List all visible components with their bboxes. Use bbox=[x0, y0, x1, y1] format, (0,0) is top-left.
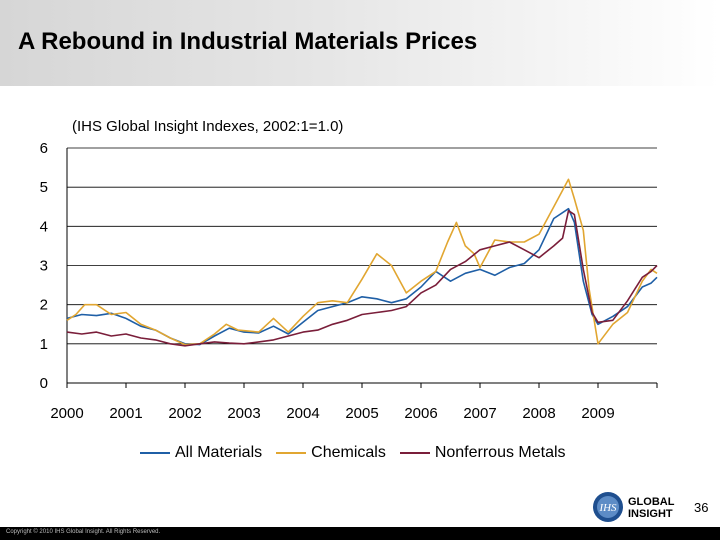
legend-swatch-chemicals bbox=[276, 452, 307, 454]
page-number: 36 bbox=[694, 500, 709, 515]
legend-swatch-nonferrous-metals bbox=[399, 452, 430, 454]
logo-badge-text: IHS bbox=[598, 502, 617, 514]
slide-title: A Rebound in Industrial Materials Prices bbox=[18, 28, 478, 55]
y-tick-label-5: 5 bbox=[40, 179, 48, 196]
y-tick-label-6: 6 bbox=[40, 140, 48, 157]
x-tick-label-2000: 2000 bbox=[50, 405, 83, 422]
legend-item-chemicals: Chemicals bbox=[276, 444, 386, 462]
x-tick-label-2009: 2009 bbox=[581, 405, 614, 422]
chart-subtitle: (IHS Global Insight Indexes, 2002:1=1.0) bbox=[72, 118, 344, 135]
x-tick-label-2004: 2004 bbox=[286, 405, 319, 422]
x-tick-label-2007: 2007 bbox=[463, 405, 496, 422]
legend-item-all-materials: All Materials bbox=[140, 444, 262, 462]
x-tick-label-2002: 2002 bbox=[168, 405, 201, 422]
legend-label-chemicals: Chemicals bbox=[311, 444, 386, 461]
x-tick-label-2006: 2006 bbox=[404, 405, 437, 422]
series-line-nonferrous-metals bbox=[66, 209, 658, 347]
y-tick-label-0: 0 bbox=[40, 375, 48, 392]
copyright-text: Copyright © 2010 IHS Global Insight. All… bbox=[6, 529, 161, 535]
x-tick-label-2005: 2005 bbox=[345, 405, 378, 422]
logo-text-insight: INSIGHT bbox=[628, 508, 673, 520]
legend-swatch-all-materials bbox=[140, 452, 170, 454]
title-band bbox=[0, 0, 720, 86]
y-tick-label-2: 2 bbox=[40, 297, 48, 314]
y-tick-label-4: 4 bbox=[40, 218, 48, 235]
x-tick-label-2008: 2008 bbox=[522, 405, 555, 422]
x-tick-label-2003: 2003 bbox=[227, 405, 260, 422]
x-tick-label-2001: 2001 bbox=[109, 405, 142, 422]
logo-text-global: GLOBAL bbox=[628, 496, 675, 508]
legend-label-nonferrous-metals: Nonferrous Metals bbox=[434, 444, 566, 461]
ihs-global-insight-logo: IHS GLOBAL INSIGHT bbox=[592, 490, 684, 524]
chart-legend: All Materials Chemicals Nonferrous Metal… bbox=[140, 444, 580, 462]
footer-bar bbox=[0, 527, 720, 540]
y-tick-label-1: 1 bbox=[40, 336, 48, 353]
series-line-all-materials bbox=[66, 207, 658, 346]
y-tick-label-3: 3 bbox=[40, 258, 48, 275]
series-line-chemicals bbox=[66, 178, 658, 346]
legend-item-nonferrous-metals: Nonferrous Metals bbox=[399, 444, 566, 462]
legend-label-all-materials: All Materials bbox=[175, 444, 263, 461]
